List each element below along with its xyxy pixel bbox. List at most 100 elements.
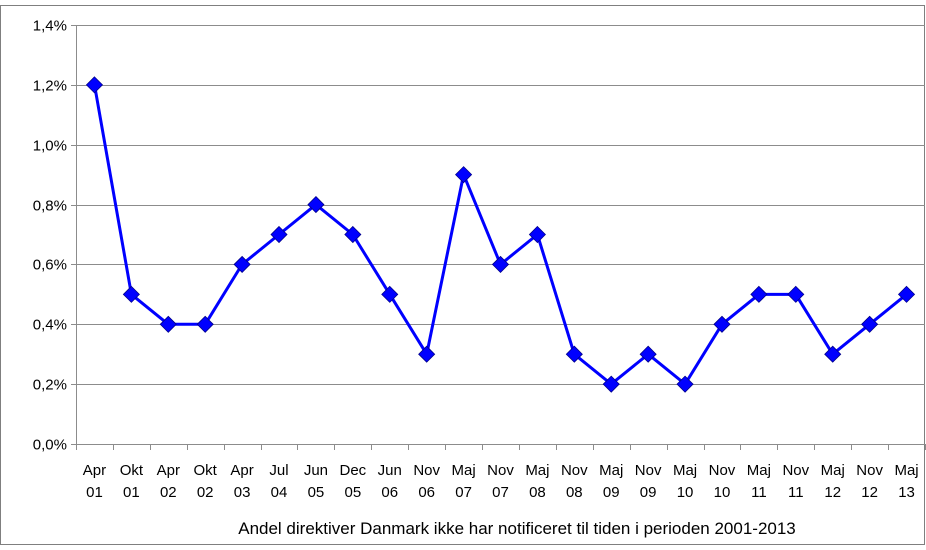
x-tick-label: Maj 07: [452, 462, 476, 501]
x-tick-month: Jul: [269, 462, 288, 479]
x-tick-label: Maj 09: [599, 462, 623, 501]
x-tick-label: Nov 10: [709, 462, 736, 501]
x-tick-month: Nov: [561, 462, 588, 479]
data-point: [491, 255, 510, 273]
data-point: [713, 315, 731, 333]
y-tick-label: 1,2%: [33, 78, 67, 95]
x-tick-year: 06: [418, 484, 435, 501]
x-tick-month: Nov: [635, 462, 662, 479]
x-tick-label: Maj 08: [525, 462, 549, 501]
x-tick-label: Jun 06: [378, 462, 402, 501]
data-point: [381, 285, 399, 303]
x-tick-label: Nov 07: [487, 462, 514, 501]
x-tick-month: Nov: [413, 462, 440, 479]
x-tick-month: Nov: [856, 462, 883, 479]
data-point: [159, 315, 177, 333]
data-point: [85, 76, 104, 94]
y-tick-label: 1,4%: [33, 18, 67, 35]
x-tick-year: 06: [381, 484, 398, 501]
y-tick-label: 0,8%: [33, 198, 67, 215]
data-point: [824, 345, 842, 363]
x-tick-year: 03: [234, 484, 251, 501]
x-tick-month: Maj: [821, 462, 845, 479]
x-tick-month: Apr: [230, 462, 253, 479]
data-point: [639, 345, 657, 363]
x-tick-month: Okt: [120, 462, 144, 479]
x-tick-label: Nov 11: [782, 462, 809, 501]
x-tick-label: Nov 09: [635, 462, 662, 501]
x-tick-month: Okt: [194, 462, 218, 479]
x-tick-label: Maj 11: [747, 462, 771, 501]
x-tick-label: Maj 12: [821, 462, 845, 501]
x-tick-year: 01: [123, 484, 140, 501]
x-tick-year: 07: [492, 484, 509, 501]
x-tick-year: 10: [714, 484, 731, 501]
x-tick-label: Apr 03: [230, 462, 253, 501]
x-tick-label: Okt 01: [120, 462, 144, 501]
x-tick-year: 08: [566, 484, 583, 501]
x-tick-month: Maj: [747, 462, 771, 479]
x-tick-year: 05: [308, 484, 325, 501]
x-tick-year: 08: [529, 484, 546, 501]
x-tick-month: Dec: [340, 462, 367, 479]
x-tick-label: Nov 08: [561, 462, 588, 501]
gridlines: [76, 25, 925, 385]
x-tick-label: Jun 05: [304, 462, 328, 501]
x-tick-label: Maj 13: [894, 462, 918, 501]
data-point: [418, 345, 436, 363]
x-tick-month: Nov: [487, 462, 514, 479]
data-point: [233, 255, 251, 273]
x-axis-title: Andel direktiver Danmark ikke har notifi…: [238, 519, 796, 538]
x-tick-year: 09: [603, 484, 620, 501]
y-tick-label: 0,6%: [33, 257, 67, 274]
y-tick-labels: 0,0% 0,2% 0,4% 0,6% 0,8% 1,0% 1,2% 1,4%: [33, 18, 67, 454]
data-point: [565, 345, 583, 363]
x-tick-label: Apr 01: [83, 462, 106, 501]
data-point: [122, 285, 140, 303]
x-tick-year: 02: [197, 484, 214, 501]
chart-border: [0, 5, 925, 545]
x-tick-year: 07: [455, 484, 472, 501]
data-point: [750, 285, 768, 303]
x-tick-year: 10: [677, 484, 694, 501]
x-tick-label: Nov 12: [856, 462, 883, 501]
data-point: [602, 375, 620, 393]
data-point: [787, 285, 805, 303]
x-tick-labels: Apr 01 Okt 01 Apr 02 Okt 02 Apr 03 Jul 04 Jun 05 Dec 05…: [83, 462, 919, 501]
axes: [71, 25, 926, 450]
series: [85, 76, 916, 393]
x-tick-year: 04: [271, 484, 288, 501]
data-point: [676, 375, 694, 393]
x-tick-month: Nov: [782, 462, 809, 479]
data-point: [196, 315, 214, 333]
x-tick-year: 02: [160, 484, 177, 501]
x-tick-label: Okt 02: [194, 462, 218, 501]
x-tick-month: Maj: [599, 462, 623, 479]
x-tick-label: Jul 04: [269, 462, 288, 501]
x-tick-month: Maj: [525, 462, 549, 479]
x-tick-month: Apr: [83, 462, 106, 479]
x-tick-year: 11: [751, 484, 767, 501]
x-tick-month: Maj: [673, 462, 697, 479]
x-tick-month: Maj: [894, 462, 918, 479]
x-tick-year: 12: [824, 484, 841, 501]
data-point: [344, 225, 362, 244]
x-tick-year: 05: [345, 484, 362, 501]
x-tick-month: Jun: [378, 462, 402, 479]
data-point: [528, 225, 546, 244]
data-point: [897, 285, 916, 303]
x-tick-label: Maj 10: [673, 462, 697, 501]
y-tick-label: 0,2%: [33, 377, 67, 394]
data-point: [455, 166, 473, 184]
data-point: [861, 315, 879, 333]
x-tick-label: Nov 06: [413, 462, 440, 501]
x-tick-year: 13: [898, 484, 915, 501]
x-tick-year: 12: [861, 484, 878, 501]
data-point: [270, 225, 288, 244]
x-tick-month: Nov: [709, 462, 736, 479]
data-point: [307, 196, 325, 214]
x-tick-year: 11: [788, 484, 804, 501]
x-tick-month: Jun: [304, 462, 328, 479]
